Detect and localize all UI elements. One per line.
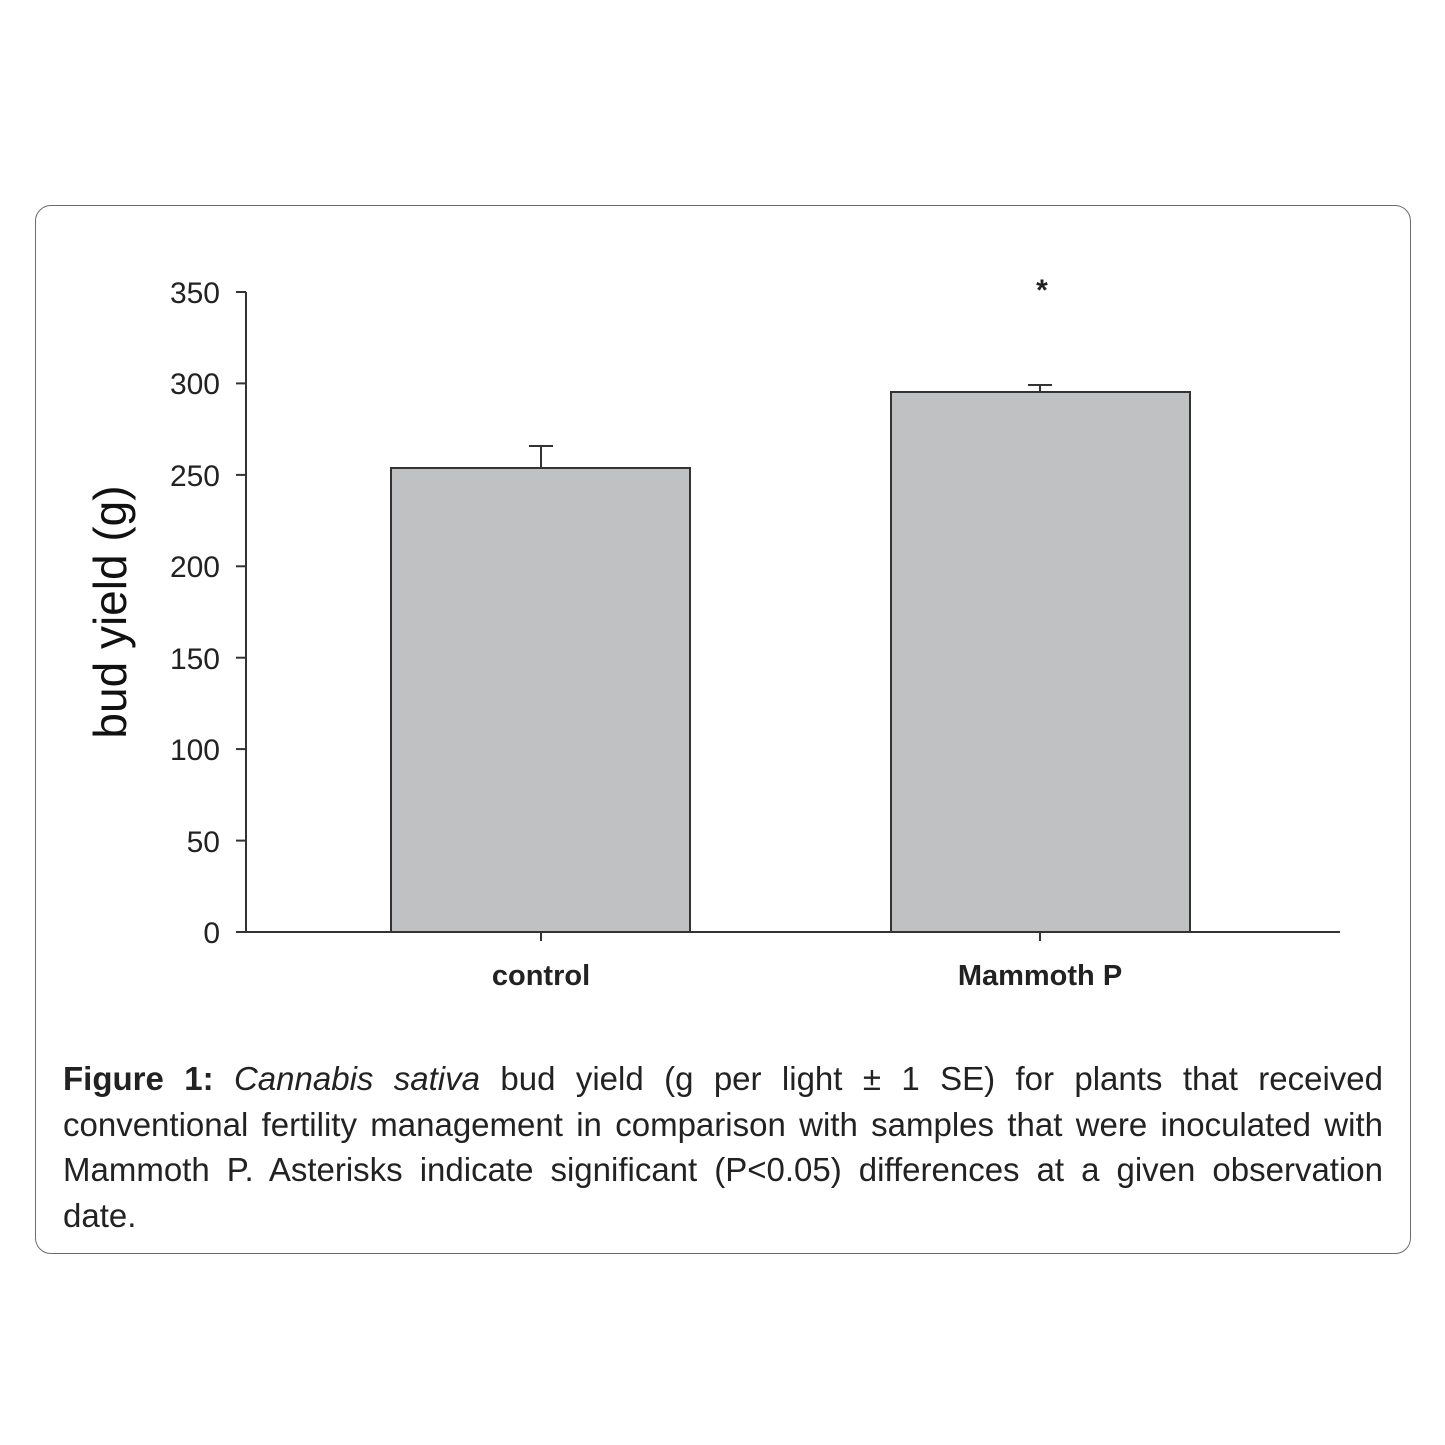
y-tick-100: 100 xyxy=(170,734,220,767)
y-tick-350: 350 xyxy=(170,277,220,310)
caption-label: Figure 1: xyxy=(63,1060,214,1097)
y-tick-150: 150 xyxy=(170,643,220,676)
caption-species: Cannabis sativa xyxy=(233,1060,480,1097)
significance-asterisk: * xyxy=(1036,274,1048,307)
caption-line1: bud yield (g per light ± 1 SE) for plant… xyxy=(480,1060,1383,1097)
y-tick-200: 200 xyxy=(170,551,220,584)
bar-mammoth-p xyxy=(890,391,1191,933)
figure-caption: Figure 1: Cannabis sativa bud yield (g p… xyxy=(63,1056,1383,1238)
x-label-mammoth-p: Mammoth P xyxy=(958,960,1122,992)
y-axis-title: bud yield (g) xyxy=(84,485,136,738)
y-tick-250: 250 xyxy=(170,460,220,493)
y-tick-0: 0 xyxy=(203,917,220,950)
y-tick-50: 50 xyxy=(187,826,220,859)
x-label-control: control xyxy=(492,960,590,992)
error-bar-control xyxy=(529,445,553,468)
y-tick-300: 300 xyxy=(170,368,220,401)
caption-body: conventional fertility management in com… xyxy=(63,1105,1383,1234)
bar-chart: bud yield (g) 350 300 250 200 150 100 50… xyxy=(84,274,1340,992)
bar-control xyxy=(390,467,691,933)
error-bar-mammoth-p xyxy=(1028,384,1052,392)
y-ticks xyxy=(236,291,246,842)
y-tick-labels: 350 300 250 200 150 100 50 0 xyxy=(170,277,220,950)
